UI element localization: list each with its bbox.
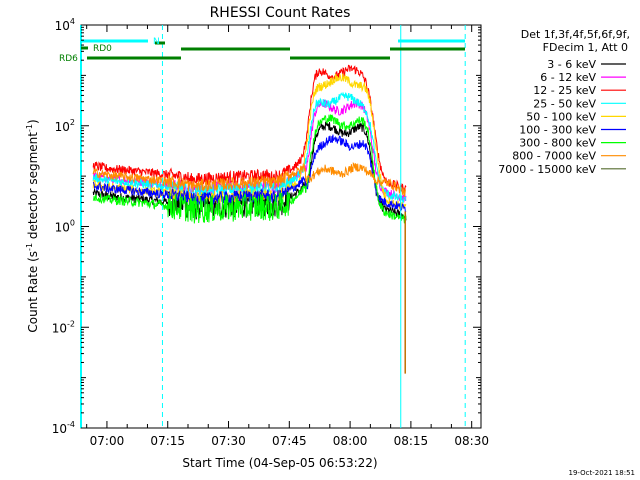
x-axis: 07:00 07:15 07:30 07:45 08:00 08:15 08:30 (86, 25, 489, 448)
y-axis-label: Count Rate (s-1 detector segment-1) (25, 119, 40, 332)
y-tick-exp: 4 (70, 17, 75, 26)
x-tick-label: 07:00 (90, 434, 125, 448)
generation-timestamp: 19-Oct-2021 18:51 (569, 469, 635, 477)
legend-header-2: FDecim 1, Att 0 (543, 41, 628, 54)
trace-50-100-kev (92, 73, 407, 211)
legend: Det 1f,3f,4f,5f,6f,9f, FDecim 1, Att 0 3… (498, 28, 630, 176)
legend-label: 12 - 25 keV (533, 84, 596, 97)
n-label: N (153, 37, 160, 47)
status-bars (81, 39, 465, 60)
trace-800-7000-kev (92, 161, 406, 197)
x-tick-label: 07:30 (211, 434, 246, 448)
chart-title: RHESSI Count Rates (210, 5, 351, 21)
rd0-label: RD0 (93, 44, 112, 54)
x-tick-label: 08:30 (454, 434, 489, 448)
y-tick-base: 10 (52, 422, 67, 436)
y-tick-exp: 0 (70, 219, 75, 228)
y-tick-label: 10-4 (52, 420, 75, 436)
count-rate-traces (92, 64, 407, 374)
legend-header-1: Det 1f,3f,4f,5f,6f,9f, (521, 28, 630, 41)
legend-label: 800 - 7000 keV (512, 150, 596, 163)
legend-label: 50 - 100 keV (526, 110, 596, 123)
x-tick-label: 07:15 (150, 434, 185, 448)
y-tick-exp: 2 (70, 118, 75, 127)
x-tick-label: 08:00 (333, 434, 368, 448)
y-tick-base: 10 (55, 221, 70, 235)
y-tick-exp: -2 (67, 319, 75, 328)
trace-300-800-kev (92, 114, 407, 224)
legend-label: 25 - 50 keV (533, 97, 596, 110)
y-tick-label: 102 (55, 118, 75, 134)
trace-100-300-kev (92, 134, 407, 214)
legend-label: 300 - 800 keV (519, 137, 596, 150)
y-tick-label: 104 (55, 17, 75, 33)
y-tick-base: 10 (55, 19, 70, 33)
y-tick-exp: -4 (67, 420, 75, 429)
y-tick-base: 10 (55, 120, 70, 134)
x-tick-label: 07:45 (272, 434, 307, 448)
legend-label: 7000 - 15000 keV (498, 163, 596, 176)
y-tick-label: 100 (55, 219, 75, 235)
rd6-label: RD6 (59, 54, 78, 64)
legend-label: 100 - 300 keV (519, 124, 596, 137)
legend-label: 3 - 6 keV (547, 58, 596, 71)
y-tick-label: 10-2 (52, 319, 75, 335)
legend-label: 6 - 12 keV (540, 71, 596, 84)
x-tick-label: 08:15 (394, 434, 429, 448)
y-tick-base: 10 (52, 321, 67, 335)
x-axis-label: Start Time (04-Sep-05 06:53:22) (182, 456, 377, 470)
